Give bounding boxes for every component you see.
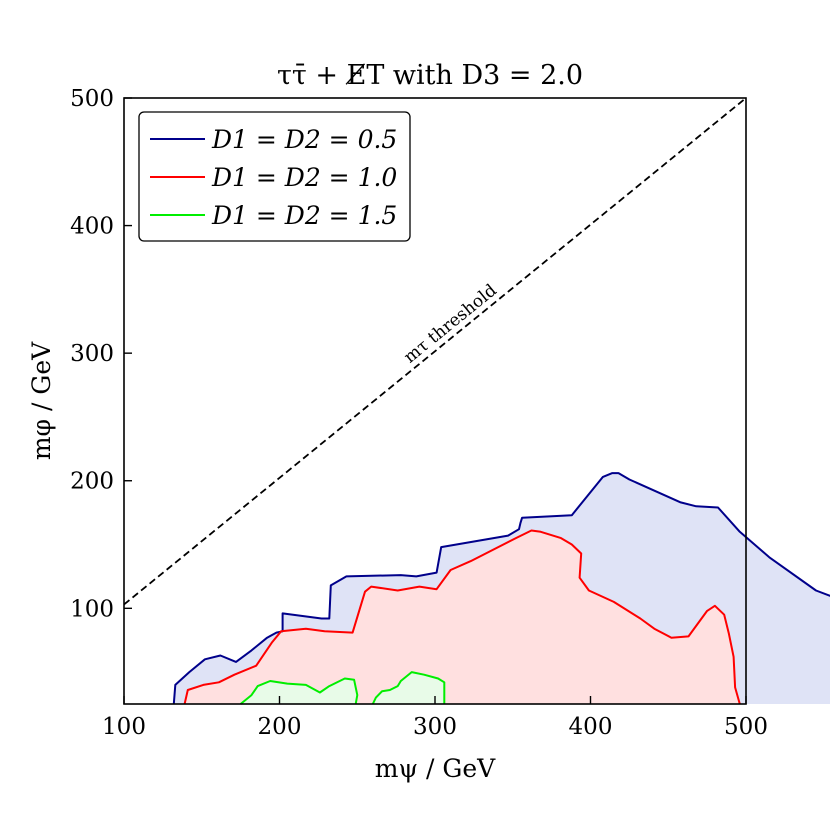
y-tick-label: 500 bbox=[70, 86, 114, 112]
legend-label-1: D1 = D2 = 1.0 bbox=[211, 163, 397, 192]
x-tick-label: 500 bbox=[724, 714, 768, 740]
legend: D1 = D2 = 0.5 D1 = D2 = 1.0 D1 = D2 = 1.… bbox=[138, 111, 411, 242]
x-tick-label: 200 bbox=[258, 714, 302, 740]
y-tick-label: 100 bbox=[70, 596, 114, 622]
x-tick-label: 300 bbox=[413, 714, 457, 740]
contour-line-1-0 bbox=[183, 529, 741, 705]
threshold-line bbox=[123, 97, 747, 606]
x-tick-label: 100 bbox=[102, 714, 146, 740]
x-tick-label: 400 bbox=[569, 714, 613, 740]
y-tick-label: 400 bbox=[70, 214, 114, 240]
axis-ticks: 100 200 300 400 500 100 200 300 400 500 bbox=[70, 86, 768, 740]
contour-fill-2-1 bbox=[372, 672, 445, 704]
y-tick-label: 300 bbox=[70, 341, 114, 367]
contour-line-2-0 bbox=[239, 677, 359, 705]
contour-line-0-0 bbox=[172, 472, 830, 705]
legend-label-2: D1 = D2 = 1.5 bbox=[211, 201, 397, 230]
y-axis-title: mφ / GeV bbox=[27, 341, 56, 460]
legend-box bbox=[138, 111, 411, 242]
y-tick-label: 200 bbox=[70, 469, 114, 495]
x-axis-title: mψ / GeV bbox=[375, 754, 496, 783]
contour-line-2-1 bbox=[371, 671, 446, 705]
contour-fill-2-0 bbox=[240, 678, 358, 704]
legend-label-0: D1 = D2 = 0.5 bbox=[211, 125, 397, 154]
contour-lines bbox=[172, 472, 830, 705]
contour-fills bbox=[173, 473, 830, 704]
chart-title: ττ̄ + E̸T with D3 = 2.0 bbox=[277, 60, 583, 91]
contour-fill-1-0 bbox=[184, 530, 740, 704]
